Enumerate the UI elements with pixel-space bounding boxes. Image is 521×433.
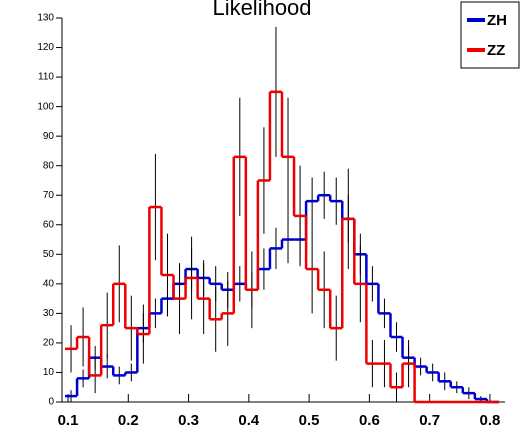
legend-label: ZZ: [487, 42, 505, 59]
y-tick-label: 80: [43, 160, 55, 171]
y-tick-label: 60: [43, 219, 55, 230]
x-tick-label: 0.1: [58, 412, 79, 429]
x-tick-label: 0.2: [118, 412, 139, 429]
y-tick-label: 100: [37, 101, 54, 112]
x-tick-label: 0.5: [299, 412, 320, 429]
y-tick-label: 110: [38, 72, 54, 83]
y-tick-label: 40: [43, 278, 55, 289]
y-tick-label: 130: [37, 13, 54, 24]
x-tick-label: 0.3: [178, 412, 199, 429]
chart-title: Likelihood: [212, 0, 311, 20]
y-tick-label: 120: [37, 42, 54, 53]
y-tick-label: 30: [43, 308, 55, 319]
y-tick-label: 50: [43, 249, 55, 260]
x-tick-label: 0.8: [480, 412, 501, 429]
x-tick-label: 0.7: [419, 412, 440, 429]
y-tick-label: 20: [43, 338, 55, 349]
x-tick-label: 0.4: [238, 412, 260, 429]
y-tick-label: 70: [43, 190, 55, 201]
y-tick-label: 0: [48, 397, 54, 408]
y-tick-label: 10: [43, 367, 55, 378]
y-tick-label: 90: [43, 131, 55, 142]
x-tick-label: 0.6: [359, 412, 380, 429]
legend-box: [460, 1, 520, 69]
legend-label: ZH: [487, 12, 507, 29]
series-1: [65, 26, 499, 404]
